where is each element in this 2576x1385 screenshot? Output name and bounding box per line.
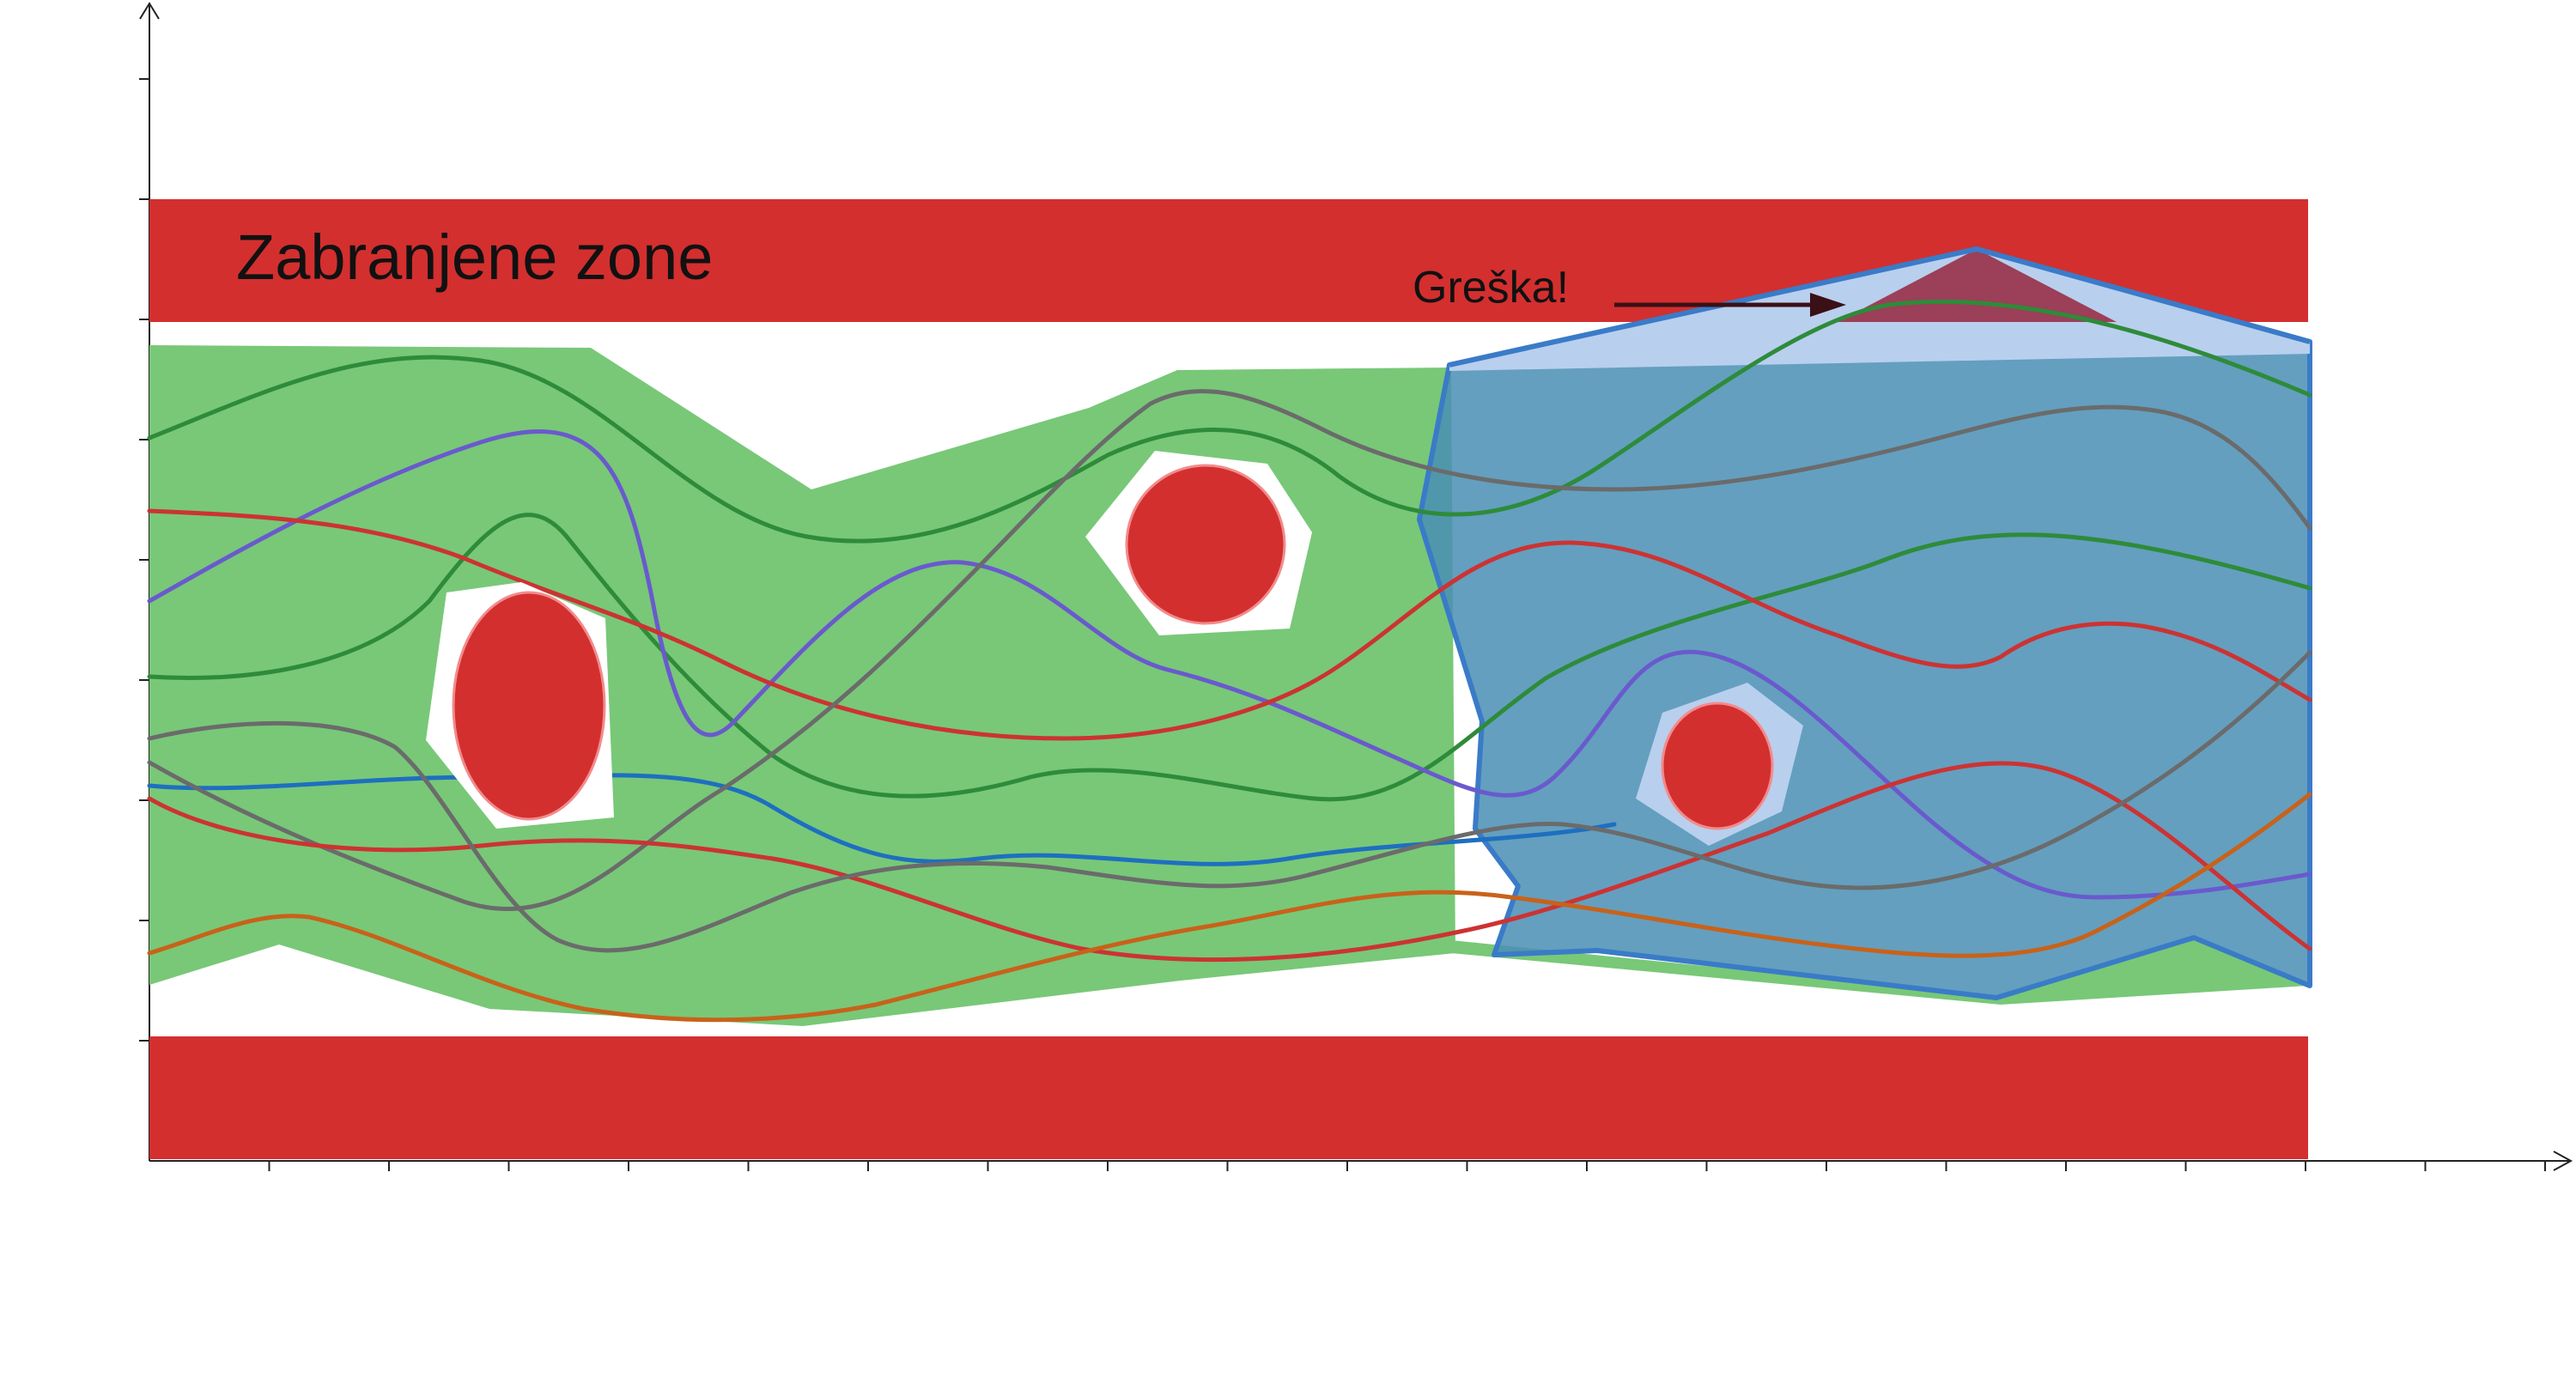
obstacle-1-body: [452, 591, 606, 821]
obstacle-3: [1636, 683, 1803, 846]
obstacle-1: [426, 582, 614, 829]
trajectories: [147, 299, 2312, 1023]
error-label: Greška!: [1413, 263, 1569, 313]
y-axis-ticks: [139, 78, 149, 1042]
trajectory-1: [147, 299, 2312, 544]
trajectory-6: [147, 389, 2312, 912]
x-axis-arrow-icon: [2553, 1151, 2573, 1171]
trajectory-5: [147, 508, 2312, 741]
obstacle-3-body: [1661, 702, 1774, 830]
trajectory-3: [147, 773, 1617, 866]
trajectory-8: [147, 650, 2312, 953]
y-axis-arrow-icon: [139, 2, 160, 20]
trajectory-4: [147, 429, 2312, 900]
free-region: [149, 345, 1455, 1026]
error-region-outline-top: [1449, 246, 2311, 368]
trajectory-2: [147, 513, 2312, 802]
forbidden-zones-label: Zabranjene zone: [236, 222, 713, 293]
trajectory-9: [147, 792, 2312, 1023]
trajectory-7: [147, 761, 2312, 963]
x-axis-ticks: [268, 1161, 2546, 1171]
obstacle-2-body: [1125, 464, 1286, 625]
forbidden-zone-bottom: [149, 1036, 2308, 1159]
error-arrow-head-icon: [1810, 293, 1846, 317]
free-region-lower-patch: [1451, 938, 2308, 1005]
obstacle-2: [1085, 451, 1312, 635]
error-arrow: [1614, 293, 1846, 317]
